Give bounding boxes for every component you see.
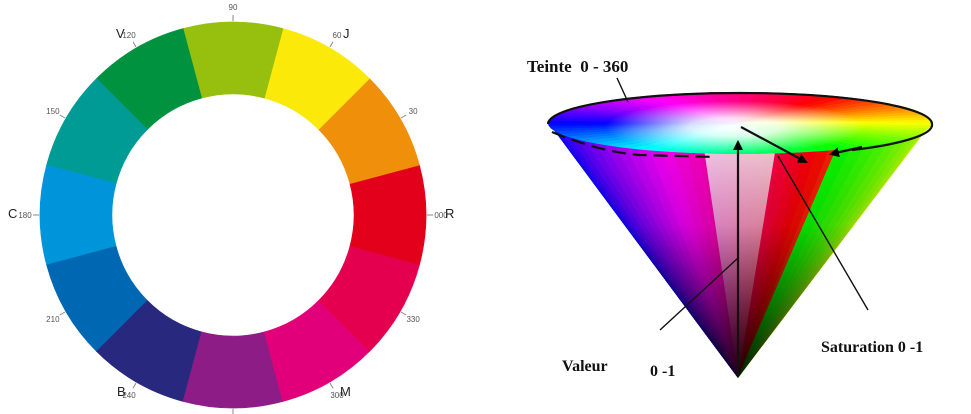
hsv-cone: Teinte 0 - 360 Valeur 0 -1 Saturation 0 … bbox=[527, 57, 934, 380]
hue-circle-line bbox=[546, 91, 934, 152]
saturation-label: Saturation 0 -1 bbox=[821, 339, 923, 356]
color-wheel-segments bbox=[39, 21, 427, 409]
wheel-letter-V: V bbox=[116, 26, 125, 41]
wheel-tick-label-180: 180 bbox=[18, 211, 32, 220]
wheel-tick-label-300: 300 bbox=[330, 391, 344, 400]
wheel-tick-150 bbox=[59, 114, 66, 119]
cone-body bbox=[548, 122, 932, 378]
wheel-tick-60 bbox=[329, 41, 334, 48]
wheel-tick-label-30: 30 bbox=[409, 107, 418, 116]
wheel-tick-label-60: 60 bbox=[333, 31, 342, 40]
wheel-tick-label-240: 240 bbox=[122, 391, 136, 400]
wheel-tick-30 bbox=[400, 114, 407, 119]
wheel-letter-C: C bbox=[8, 206, 17, 221]
wheel-tick-label-90: 90 bbox=[229, 3, 238, 12]
wheel-tick-label-330: 330 bbox=[406, 315, 420, 324]
wheel-tick-label-120: 120 bbox=[122, 31, 136, 40]
wheel-tick-210 bbox=[59, 311, 66, 316]
wheel-letter-R: R bbox=[445, 206, 454, 221]
color-wheel-tick-labels: 000306090120150180210240270300330 bbox=[18, 3, 448, 400]
cone-top-disc bbox=[548, 92, 932, 154]
wheel-letter-B: B bbox=[117, 384, 126, 399]
saturation-arrow bbox=[740, 126, 808, 163]
value-range-label: 0 -1 bbox=[650, 363, 675, 380]
wheel-tick-120 bbox=[132, 41, 137, 48]
hue-circle-dashed-back bbox=[551, 130, 717, 159]
hue-label-leader bbox=[616, 77, 629, 103]
wheel-letter-M: M bbox=[340, 384, 351, 399]
wheel-tick-240 bbox=[132, 382, 137, 389]
color-wheel: 000306090120150180210240270300330 R J V … bbox=[8, 3, 454, 414]
wheel-segment-330 bbox=[318, 245, 420, 352]
wheel-tick-label-0: 000 bbox=[434, 211, 448, 220]
wheel-tick-label-210: 210 bbox=[46, 315, 60, 324]
hue-arrow bbox=[829, 145, 863, 158]
cone-top-white-center bbox=[605, 101, 865, 153]
value-label-leader bbox=[659, 257, 739, 331]
wheel-tick-330 bbox=[400, 311, 407, 316]
wheel-tick-label-150: 150 bbox=[46, 107, 60, 116]
value-label: Valeur bbox=[562, 358, 608, 375]
wheel-letter-J: J bbox=[343, 26, 350, 41]
color-wheel-tick-marks bbox=[33, 15, 433, 414]
hue-label: Teinte 0 - 360 bbox=[527, 57, 628, 76]
saturation-label-leader bbox=[777, 155, 869, 311]
wheel-tick-300 bbox=[329, 382, 334, 389]
